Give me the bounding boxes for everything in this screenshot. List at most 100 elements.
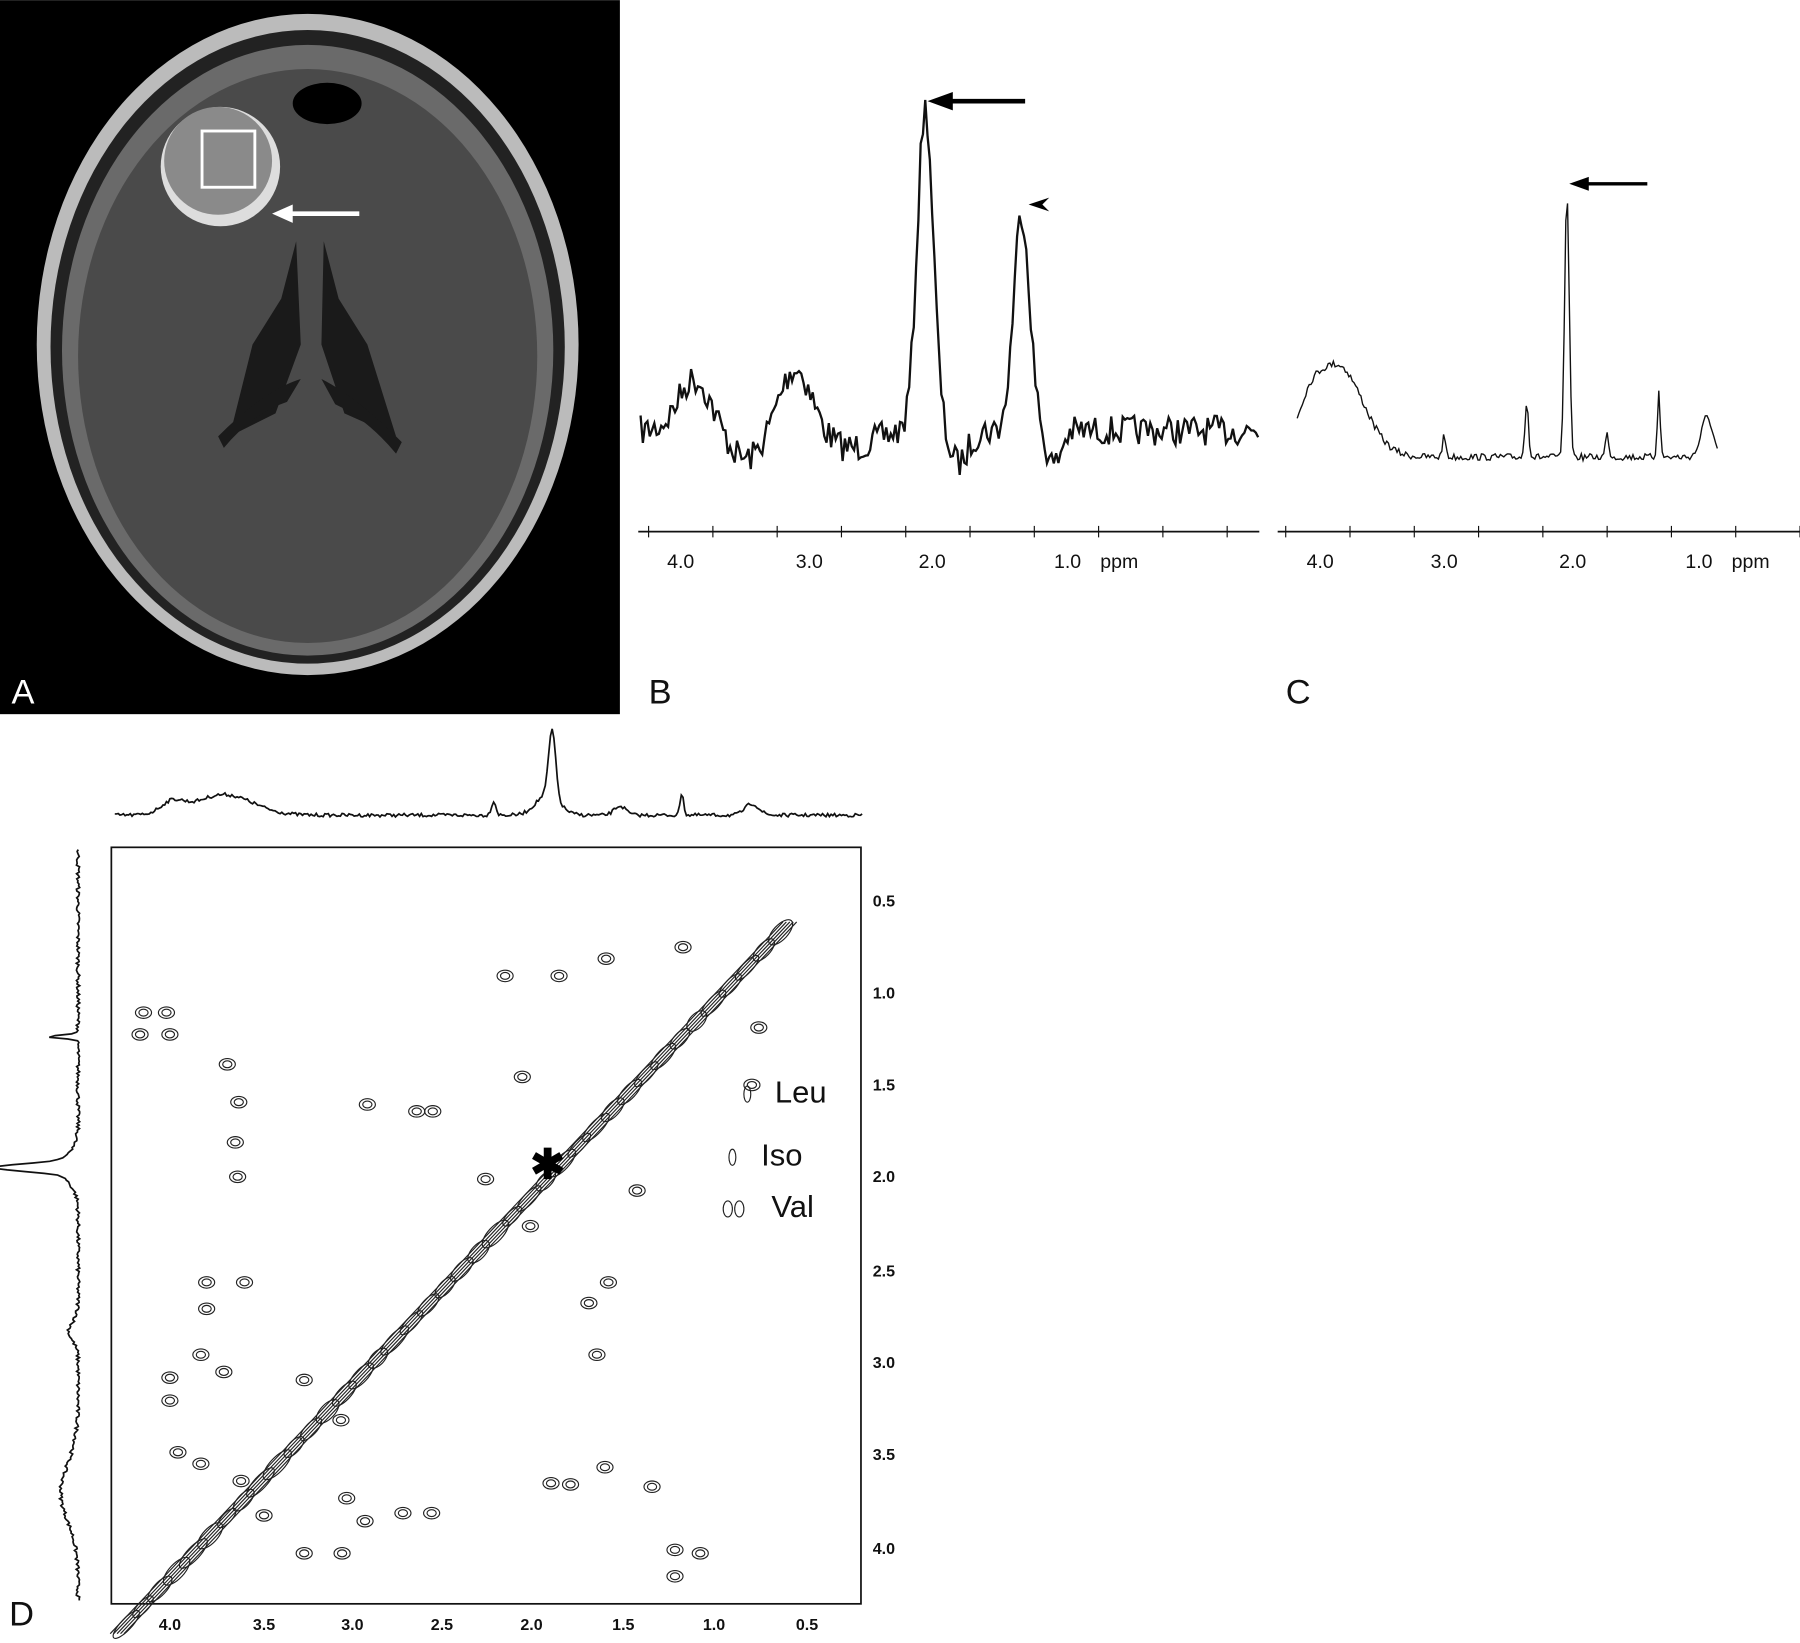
contour (195, 1459, 207, 1468)
contour (230, 1138, 241, 1147)
contour (315, 1399, 340, 1424)
tick-label: 1.0 (1685, 551, 1712, 573)
contour (112, 1610, 140, 1639)
x-tick-label: 1.0 (703, 1616, 725, 1634)
panel-label: A (11, 674, 34, 712)
contour (123, 921, 798, 1635)
x-tick-label: 2.0 (520, 1616, 542, 1634)
contour (600, 954, 612, 963)
contour (548, 1148, 577, 1178)
panel-label: B (649, 674, 672, 712)
contour (235, 1476, 247, 1486)
contour (262, 1449, 292, 1481)
contour (746, 1080, 758, 1089)
contour (669, 1027, 691, 1050)
contour (588, 1348, 606, 1362)
contour (743, 1078, 761, 1092)
contour (336, 1549, 348, 1558)
contour (561, 1478, 580, 1491)
contour (596, 1460, 614, 1474)
contour (299, 1549, 310, 1558)
contour (467, 1239, 490, 1264)
contour (394, 1506, 412, 1520)
contour (734, 954, 760, 981)
contour (752, 938, 776, 962)
contour (695, 1549, 706, 1558)
contour (550, 969, 568, 983)
contour (582, 1112, 610, 1143)
x-tick-label: 3.0 (341, 1616, 363, 1634)
contour (258, 1511, 270, 1520)
y-tick-label: 1.5 (873, 1076, 895, 1094)
contour (356, 1514, 374, 1528)
y-tick-label: 3.0 (873, 1354, 895, 1372)
contour (134, 1030, 146, 1039)
x-tick-label: 4.0 (159, 1616, 181, 1634)
contour (768, 919, 794, 946)
contour (138, 1008, 149, 1017)
contour (164, 1373, 176, 1382)
contour (116, 921, 791, 1635)
arrow-head (1569, 176, 1589, 191)
arrowhead (1028, 197, 1050, 212)
contour (686, 1010, 708, 1032)
contour (750, 1021, 768, 1034)
contour (232, 1474, 250, 1488)
tick-label: ppm (1100, 551, 1138, 573)
contour (299, 1417, 323, 1442)
mri-image (0, 0, 620, 715)
contour (565, 1480, 576, 1489)
contour (502, 1205, 523, 1227)
contour (197, 1522, 224, 1550)
contour (700, 989, 727, 1017)
contour (161, 1028, 179, 1041)
contour (162, 1556, 191, 1586)
spectrum (1296, 203, 1719, 463)
y-tick-label: 3.5 (873, 1446, 895, 1464)
contour (335, 1416, 347, 1425)
contour (218, 1057, 236, 1071)
contour (580, 1296, 598, 1310)
contour (753, 1023, 764, 1032)
contour (399, 1310, 424, 1336)
contour (338, 1491, 356, 1505)
contour (513, 1070, 531, 1084)
contour (599, 1276, 618, 1289)
y-tick-label: 2.5 (873, 1262, 895, 1280)
contour (132, 1595, 154, 1619)
contour (553, 971, 565, 980)
contour (358, 1098, 376, 1111)
contour (134, 1006, 153, 1019)
contour (201, 1278, 212, 1287)
contour (255, 1509, 273, 1522)
contour (295, 1373, 313, 1387)
projection-spectrum (114, 728, 863, 819)
contour (192, 1348, 210, 1362)
contour (195, 1350, 207, 1359)
panel-label: D (9, 1596, 34, 1634)
panel-label: C (1286, 674, 1311, 712)
contour (120, 921, 794, 1635)
contour (232, 1488, 255, 1512)
contour (481, 1219, 510, 1249)
contour (164, 1030, 176, 1039)
contour (161, 1394, 179, 1407)
tick-label: ppm (1732, 551, 1770, 573)
contour (367, 1347, 389, 1369)
y-tick-label: 4.0 (873, 1540, 895, 1558)
contour (161, 1371, 179, 1384)
tick-label: 3.0 (1431, 551, 1458, 573)
contour (164, 1396, 176, 1405)
contour (169, 1445, 187, 1459)
x-tick-label: 1.5 (612, 1616, 634, 1634)
contour (583, 1299, 595, 1308)
legend-symbol (722, 1200, 733, 1218)
contour (233, 1098, 244, 1107)
contour (643, 1480, 661, 1494)
contour (229, 1170, 247, 1184)
contour (283, 1435, 305, 1459)
y-tick-label: 0.5 (873, 893, 895, 911)
spectrum (639, 99, 1260, 476)
contour (201, 1304, 212, 1313)
